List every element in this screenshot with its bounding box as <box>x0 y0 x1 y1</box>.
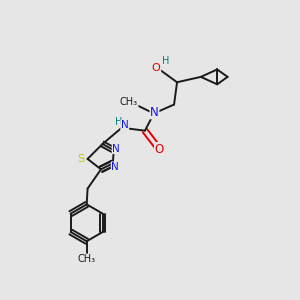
Text: CH₃: CH₃ <box>78 254 96 264</box>
Text: O: O <box>154 142 164 156</box>
Text: H: H <box>162 56 170 66</box>
Text: N: N <box>111 162 119 172</box>
Text: S: S <box>77 154 85 164</box>
Text: N: N <box>150 106 159 119</box>
Text: N: N <box>112 143 120 154</box>
Text: N: N <box>121 120 129 130</box>
Text: O: O <box>152 63 161 73</box>
Text: H: H <box>115 117 122 127</box>
Text: CH₃: CH₃ <box>120 97 138 107</box>
